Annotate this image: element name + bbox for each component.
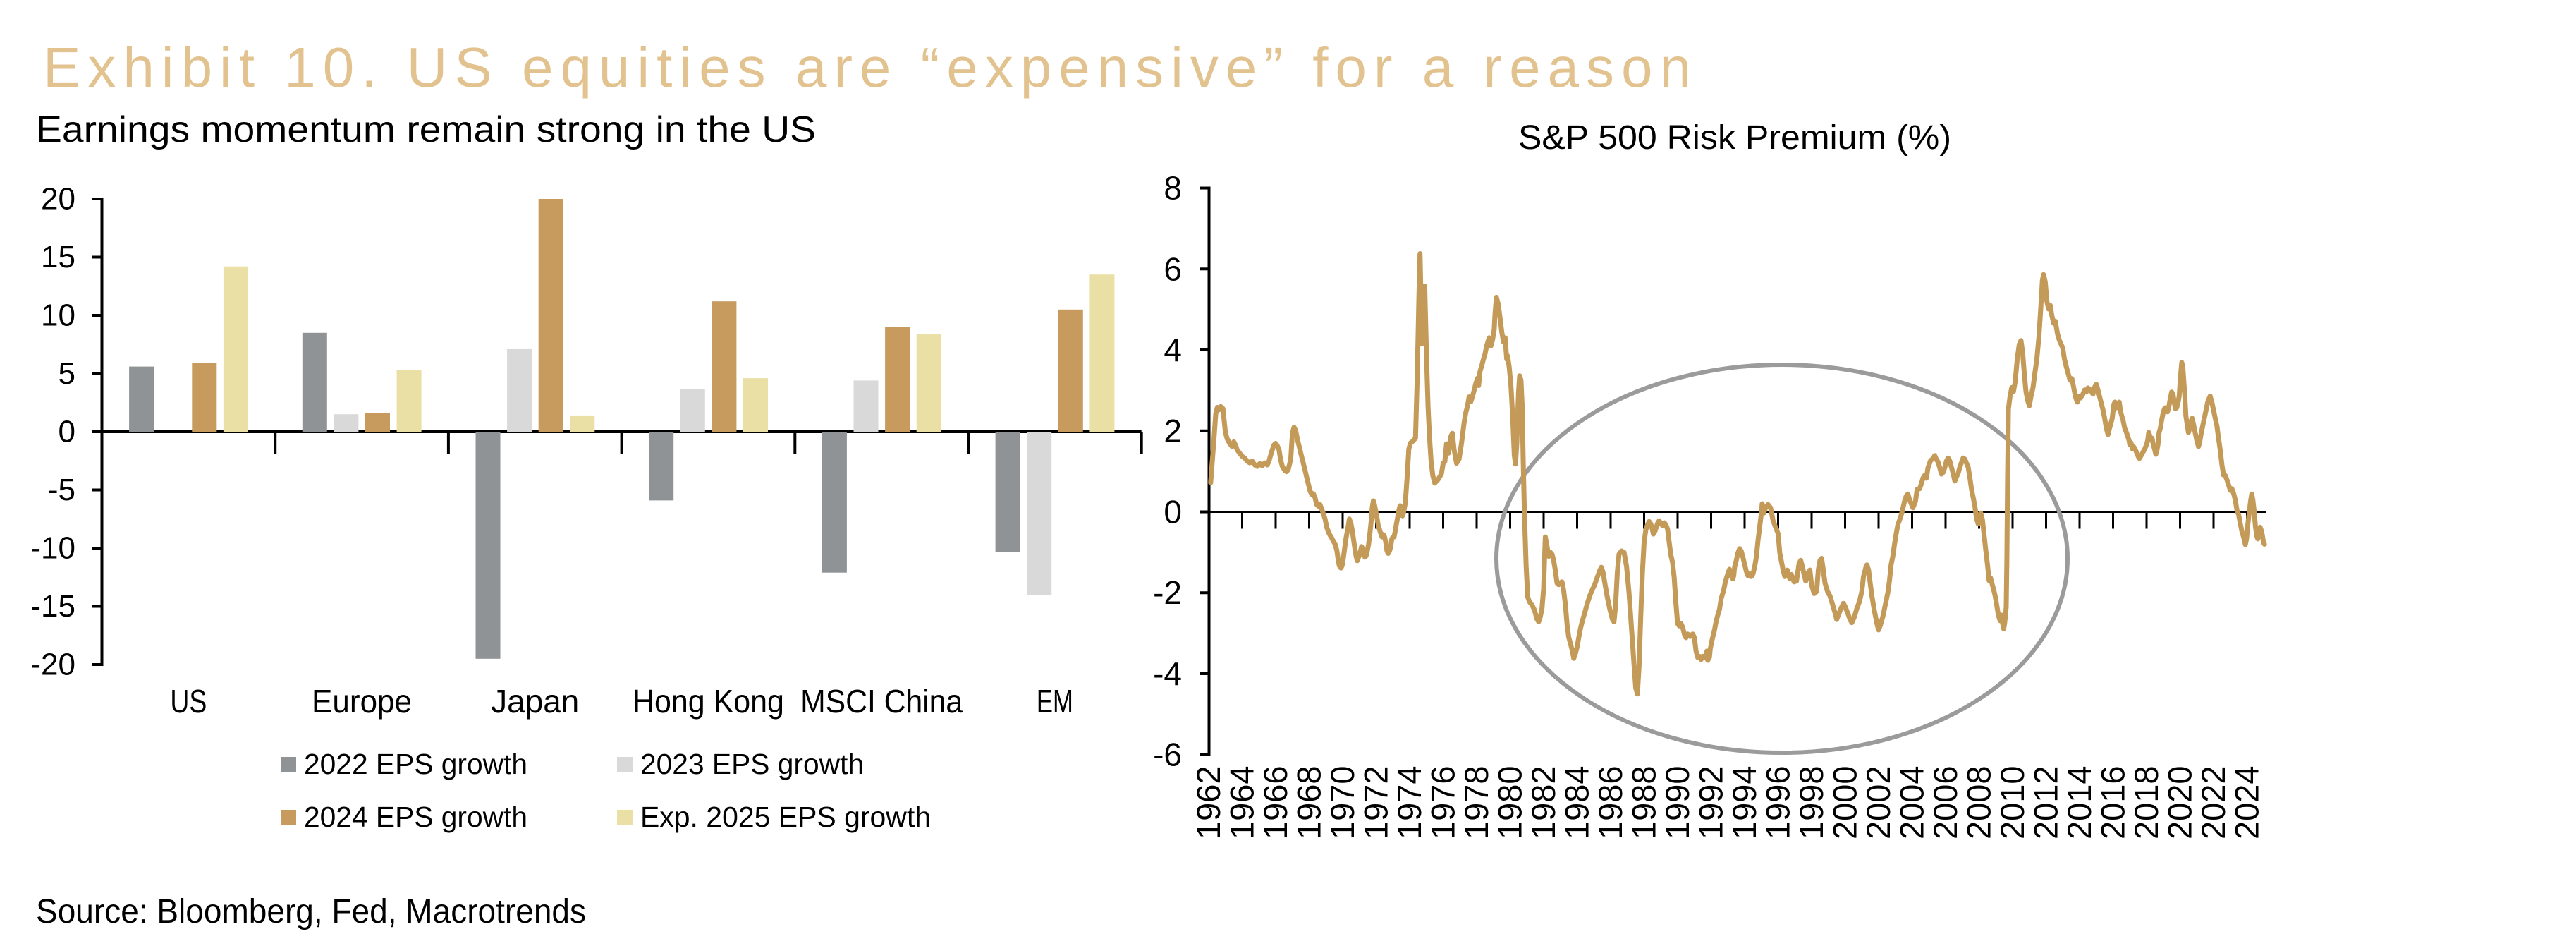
svg-text:1978: 1978: [1458, 765, 1495, 839]
svg-text:2023 EPS growth: 2023 EPS growth: [640, 748, 864, 780]
svg-text:1970: 1970: [1324, 765, 1361, 839]
svg-text:1988: 1988: [1625, 765, 1663, 839]
svg-text:20: 20: [41, 182, 75, 217]
svg-text:1972: 1972: [1357, 765, 1395, 839]
svg-text:2024 EPS growth: 2024 EPS growth: [304, 801, 527, 833]
svg-text:5: 5: [59, 356, 75, 391]
svg-text:1964: 1964: [1223, 765, 1261, 839]
svg-text:-6: -6: [1153, 736, 1182, 773]
svg-text:2022: 2022: [2195, 765, 2232, 839]
svg-text:2014: 2014: [2061, 765, 2098, 839]
svg-text:10: 10: [41, 298, 75, 333]
svg-text:S&P 500 Risk Premium (%): S&P 500 Risk Premium (%): [1518, 119, 1951, 157]
svg-text:1986: 1986: [1592, 765, 1629, 839]
svg-text:4: 4: [1164, 332, 1182, 368]
svg-text:US: US: [170, 683, 207, 720]
svg-text:6: 6: [1164, 250, 1182, 287]
svg-text:1980: 1980: [1491, 765, 1529, 839]
svg-text:15: 15: [41, 240, 75, 274]
svg-text:-2: -2: [1153, 574, 1182, 611]
svg-text:2006: 2006: [1927, 765, 1964, 839]
svg-text:1968: 1968: [1290, 765, 1328, 839]
svg-text:2024: 2024: [2228, 765, 2266, 839]
svg-text:2008: 2008: [1960, 765, 1998, 839]
svg-text:0: 0: [59, 415, 75, 449]
svg-text:Japan: Japan: [491, 683, 579, 720]
svg-text:1998: 1998: [1793, 765, 1830, 839]
svg-text:2018: 2018: [2128, 765, 2165, 839]
svg-text:-5: -5: [48, 473, 75, 507]
svg-text:1996: 1996: [1759, 765, 1797, 839]
svg-text:2020: 2020: [2161, 765, 2199, 839]
svg-text:2016: 2016: [2094, 765, 2132, 839]
svg-text:Exhibit 10. US equities are “e: Exhibit 10. US equities are “expensive” …: [43, 36, 1691, 99]
svg-text:-20: -20: [30, 648, 75, 682]
svg-text:1994: 1994: [1726, 765, 1763, 839]
svg-text:1984: 1984: [1558, 765, 1596, 839]
svg-text:2010: 2010: [1994, 765, 2031, 839]
svg-text:-15: -15: [30, 589, 75, 624]
svg-text:2: 2: [1164, 413, 1182, 449]
svg-text:1990: 1990: [1659, 765, 1696, 839]
svg-text:Hong Kong: Hong Kong: [633, 683, 784, 720]
svg-text:0: 0: [1164, 494, 1182, 530]
svg-text:-4: -4: [1153, 655, 1182, 692]
svg-text:1966: 1966: [1257, 765, 1294, 839]
svg-text:1962: 1962: [1190, 765, 1227, 839]
svg-text:2000: 2000: [1826, 765, 1864, 839]
svg-text:1982: 1982: [1525, 765, 1562, 839]
svg-text:EM: EM: [1037, 683, 1073, 720]
svg-text:MSCI China: MSCI China: [800, 683, 963, 720]
svg-text:Europe: Europe: [312, 683, 412, 720]
svg-text:2022 EPS growth: 2022 EPS growth: [304, 748, 527, 780]
svg-text:2004: 2004: [1893, 765, 1931, 839]
svg-text:1992: 1992: [1692, 765, 1730, 839]
svg-text:8: 8: [1164, 170, 1182, 207]
svg-text:1974: 1974: [1391, 765, 1428, 839]
svg-text:2002: 2002: [1860, 765, 1897, 839]
svg-text:1976: 1976: [1424, 765, 1462, 839]
svg-text:Exp. 2025 EPS growth: Exp. 2025 EPS growth: [640, 801, 931, 833]
svg-text:Earnings momentum remain stron: Earnings momentum remain strong in the U…: [36, 109, 816, 150]
svg-text:2012: 2012: [2027, 765, 2065, 839]
svg-text:-10: -10: [30, 531, 75, 566]
svg-text:Source: Bloomberg, Fed, Macrot: Source: Bloomberg, Fed, Macrotrends: [36, 893, 586, 930]
